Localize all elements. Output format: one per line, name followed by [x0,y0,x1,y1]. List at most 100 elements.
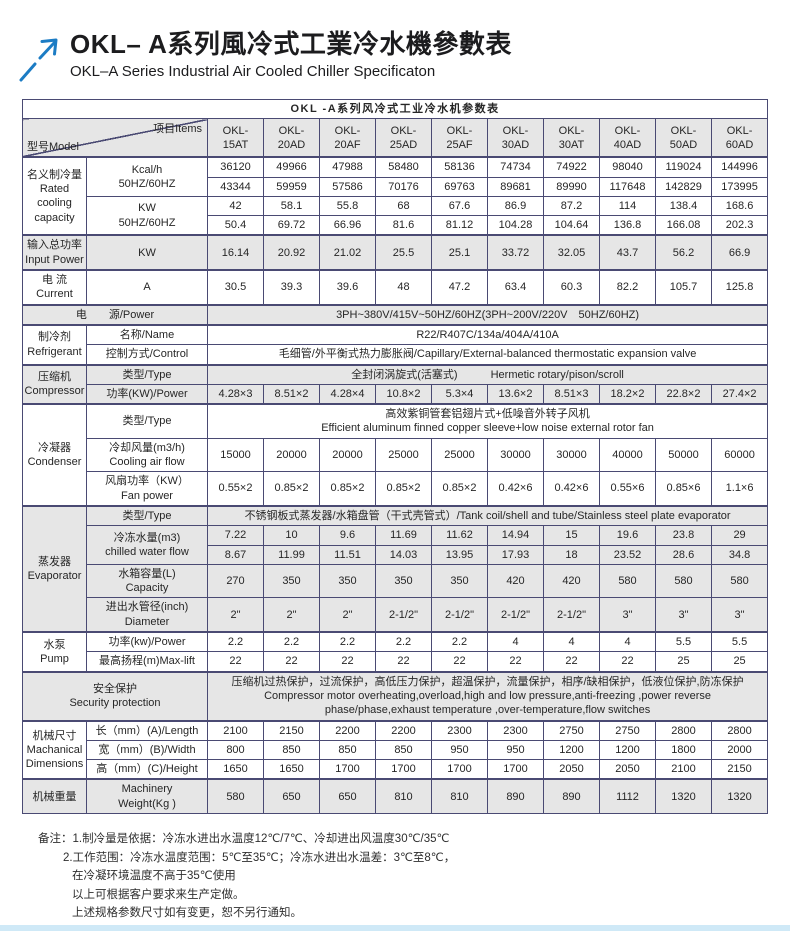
value-cell: 4.28×3 [207,383,264,405]
page-header: OKL– A系列風冷式工業冷水機參數表 OKL–A Series Industr… [0,0,790,89]
value-cell: 350 [263,563,320,599]
value-cell: 22 [207,651,264,673]
value-cell: 16.14 [207,234,264,271]
value-cell: 1320 [710,778,769,814]
value-cell: 18 [543,544,600,565]
value-cell: 4 [487,631,544,653]
span-value-cell: 全封闭涡旋式(活塞式) Hermetic rotary/pison/scroll [206,363,769,385]
value-cell: 142829 [655,176,712,197]
value-cell: 30000 [543,437,600,473]
value-cell: 173995 [710,176,769,197]
row-label-cell: 电 源/Power [22,303,208,326]
value-cell: 144996 [710,156,769,178]
value-cell: 0.85×2 [319,471,376,507]
item-label-cell: 功率(KW)/Power [86,383,208,405]
value-cell: 27.4×2 [710,383,769,405]
value-cell: 21.02 [319,234,376,271]
model-header-cell: OKL- 15AT [207,118,264,158]
value-cell: 0.42×6 [487,471,544,507]
corner-model-label: 型号Model [27,141,79,153]
item-label-cell: KW 50HZ/60HZ [86,195,208,236]
value-cell: 69.72 [263,215,320,236]
value-cell: 650 [263,778,320,814]
table-title-bar: OKL -A系列风冷式工业冷水机参数表 [21,98,769,120]
value-cell: 2.2 [207,631,264,653]
value-cell: 67.6 [431,195,488,217]
item-label-cell: 宽（mm）(B)/Width [86,739,208,761]
value-cell: 2-1/2" [543,597,600,633]
value-cell: 1320 [655,778,712,814]
item-label-cell: Kcal/h 50HZ/60HZ [86,156,208,197]
page-title-en: OKL–A Series Industrial Air Cooled Chill… [70,62,436,80]
item-label-cell: 类型/Type [86,504,208,527]
value-cell: 2200 [319,719,376,741]
value-cell: 18.2×2 [599,383,656,405]
value-cell: 350 [375,563,432,599]
value-cell: 0.85×2 [263,471,320,507]
value-cell: 4 [599,631,656,653]
value-cell: 14.03 [375,544,432,565]
value-cell: 8.67 [207,544,264,565]
value-cell: 42 [207,195,264,217]
corner-items-label: 项目Items [153,123,202,136]
value-cell: 810 [375,778,432,814]
value-cell: 81.12 [431,215,488,236]
value-cell: 650 [319,778,376,814]
row-label-cell: 蒸发器 Evaporator [22,504,87,633]
value-cell: 890 [487,778,544,814]
value-cell: 890 [543,778,600,814]
row-label-cell: 冷凝器 Condenser [22,403,87,507]
value-cell: 1200 [543,739,600,761]
value-cell: 17.93 [487,544,544,565]
value-cell: 2100 [207,719,264,741]
value-cell: 2-1/2" [375,597,432,633]
value-cell: 25000 [431,437,488,473]
value-cell: 22 [263,651,320,673]
value-cell: 60000 [710,437,769,473]
value-cell: 63.4 [487,269,544,306]
value-cell: 22 [599,651,656,673]
value-cell: 950 [431,739,488,761]
value-cell: 2100 [655,759,712,780]
value-cell: 87.2 [543,195,600,217]
value-cell: 28.6 [655,544,712,565]
value-cell: 2150 [263,719,320,741]
value-cell: 1.1×6 [710,471,769,507]
value-cell: 43.7 [599,234,656,271]
value-cell: 2150 [710,759,769,780]
model-header-cell: OKL- 50AD [655,118,712,158]
model-header-cell: OKL- 20AD [263,118,320,158]
bottom-strip [0,925,790,931]
value-cell: 104.64 [543,215,600,236]
value-cell: 580 [207,778,264,814]
value-cell: 55.8 [319,195,376,217]
value-cell: 11.69 [375,525,432,546]
value-cell: 25.5 [375,234,432,271]
value-cell: 2" [207,597,264,633]
value-cell: 32.05 [543,234,600,271]
value-cell: 5.3×4 [431,383,488,405]
value-cell: 11.99 [263,544,320,565]
value-cell: 119024 [655,156,712,178]
value-cell: 850 [319,739,376,761]
value-cell: 2050 [599,759,656,780]
value-cell: 33.72 [487,234,544,271]
note-line: 在冷凝环境温度不高于35℃使用 [72,870,236,883]
value-cell: 2000 [710,739,769,761]
row-label-cell: 名义制冷量 Rated cooling capacity [22,156,87,236]
value-cell: 580 [599,563,656,599]
value-cell: 3" [599,597,656,633]
value-cell: 2-1/2" [487,597,544,633]
item-label-cell: 功率(kw)/Power [86,631,208,653]
value-cell: 69763 [431,176,488,197]
value-cell: 2-1/2" [431,597,488,633]
value-cell: 136.8 [599,215,656,236]
title-block: OKL– A系列風冷式工業冷水機參數表 OKL–A Series Industr… [70,29,512,80]
value-cell: 25.1 [431,234,488,271]
note-line: 备注：1.制冷量是依据：冷冻水进出水温度12℃/7℃、冷却进出风温度30℃/35… [38,832,450,845]
value-cell: 2050 [543,759,600,780]
value-cell: 1700 [431,759,488,780]
value-cell: 20000 [263,437,320,473]
value-cell: 7.22 [207,525,264,546]
